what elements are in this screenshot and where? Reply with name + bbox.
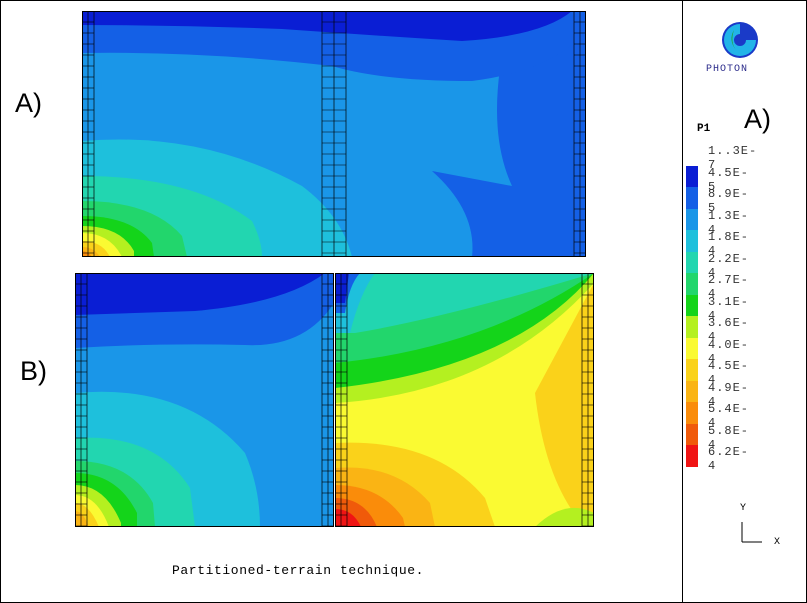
legend-label: 3.1E-4: [708, 294, 750, 323]
legend-swatch: [686, 316, 698, 338]
legend-label: 2.7E-4: [708, 273, 750, 301]
logo-text: PHOTON: [706, 64, 749, 75]
panel-a-label: A): [15, 88, 42, 118]
panel-b-left-border: [75, 273, 334, 527]
legend-label: 1..3E-7: [708, 144, 758, 172]
legend-swatch: [686, 337, 698, 359]
legend-label: 5.4E-4: [708, 402, 750, 430]
legend-variable-name: P1: [697, 123, 711, 135]
photon-logo-icon: [722, 22, 758, 58]
legend-swatch: [686, 230, 698, 252]
contour-band: [335, 273, 594, 333]
legend-swatch: [686, 165, 698, 187]
contour-band: [535, 507, 594, 527]
contour-band: [335, 509, 361, 527]
contour-band: [432, 11, 586, 257]
legend-label: 4.9E-4: [708, 380, 750, 409]
panel-b-right-contour-plot: [335, 273, 594, 527]
legend-label: 8.9E-5: [708, 187, 750, 215]
axis-y-label: Y: [740, 503, 746, 514]
panel-b-left-mesh: [80, 273, 329, 527]
contour-band: [535, 283, 594, 527]
panel-b-left-contour-plot: [75, 273, 334, 527]
legend-label: 4.5E-4: [708, 359, 750, 387]
legend-swatch: [686, 445, 698, 467]
figure-caption: Partitioned-terrain technique.: [172, 563, 425, 578]
legend-swatch: [686, 144, 698, 166]
legend-swatch: [686, 294, 698, 316]
contour-band: [335, 273, 349, 303]
legend-divider: [682, 0, 683, 603]
legend-swatch: [686, 251, 698, 273]
panel-a-mesh: [87, 11, 581, 257]
panel-a-contour-plot: [82, 11, 586, 257]
axis-triad-icon: Y X: [740, 503, 780, 548]
legend-swatch: [686, 402, 698, 424]
legend-swatch: [686, 423, 698, 445]
axis-x-label: X: [774, 537, 780, 548]
panel-b-label: B): [20, 356, 47, 386]
legend-swatch: [686, 187, 698, 209]
legend-swatch: [686, 273, 698, 295]
legend-label: 1.8E-4: [708, 230, 750, 258]
contour-band: [82, 251, 92, 257]
legend-swatch: [686, 380, 698, 402]
panel-b-right-mesh: [340, 273, 589, 527]
contour-band: [75, 273, 325, 315]
legend-swatch: [686, 208, 698, 230]
legend-label: 4.5E-5: [708, 165, 750, 194]
legend-label: 2.2E-4: [708, 251, 750, 280]
panel-b-right-border: [335, 273, 594, 527]
legend-label: 3.6E-4: [708, 316, 750, 344]
legend-label: 1.3E-4: [708, 208, 750, 237]
legend-label: 6.2E-4: [708, 445, 750, 473]
legend-label: 5.8E-4: [708, 423, 750, 452]
legend-label: 4.0E-4: [708, 337, 750, 366]
contour-band: [82, 11, 572, 41]
legend-panel-label: A): [744, 104, 771, 134]
legend-swatch: [686, 359, 698, 381]
